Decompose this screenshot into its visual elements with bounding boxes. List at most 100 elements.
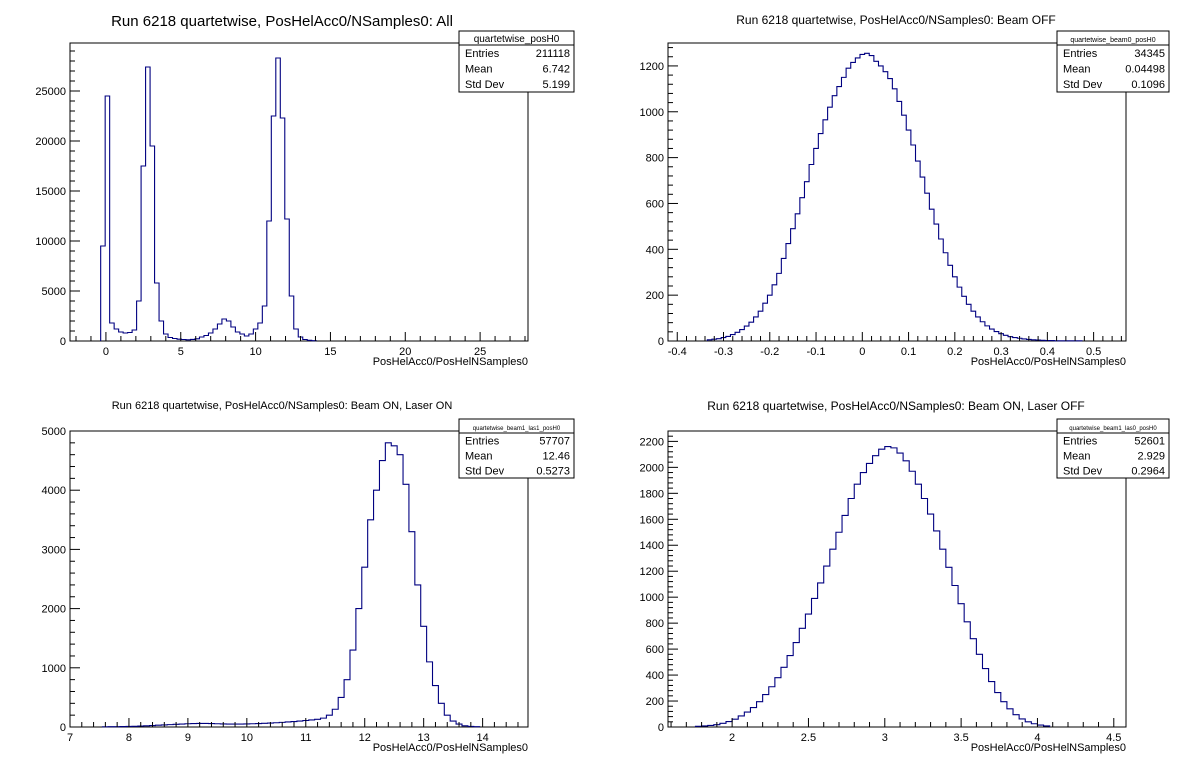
histogram-panel-4: Run 6218 quartetwise, PosHelAcc0/NSample… <box>640 399 1170 754</box>
stats-mean-label: Mean <box>1063 451 1091 463</box>
y-tick-label: 20000 <box>35 136 66 148</box>
y-tick-label: 800 <box>646 153 664 165</box>
plot-frame <box>69 430 529 728</box>
histogram-panel-2: Run 6218 quartetwise, PosHelAcc0/NSample… <box>640 13 1170 368</box>
histogram-series <box>100 57 317 342</box>
stats-entries-label: Entries <box>465 436 500 448</box>
y-tick-label: 4000 <box>42 485 66 497</box>
chart-title: Run 6218 quartetwise, PosHelAcc0/NSample… <box>736 13 1055 27</box>
x-axis-label: PosHelAcc0/PosHelNSamples0 <box>373 356 528 368</box>
x-tick-label: 8 <box>126 732 132 744</box>
x-tick-label: 20 <box>399 346 411 358</box>
x-tick-label: 4.5 <box>1106 732 1121 744</box>
stats-entries-value: 34345 <box>1134 48 1165 60</box>
x-tick-label: 4 <box>1034 732 1040 744</box>
stats-mean-value: 2.929 <box>1137 451 1165 463</box>
y-tick-label: 5000 <box>42 286 66 298</box>
y-tick-label: 1000 <box>640 107 664 119</box>
histogram-panel-1: Run 6218 quartetwise, PosHelAcc0/NSample… <box>35 13 575 368</box>
y-tick-label: 400 <box>646 244 664 256</box>
y-tick-label: 1000 <box>640 592 664 604</box>
plot-frame <box>69 42 529 342</box>
x-axis-label: PosHelAcc0/PosHelNSamples0 <box>971 356 1126 368</box>
y-tick-label: 25000 <box>35 86 66 98</box>
stats-std-dev-label: Std Dev <box>1063 466 1103 478</box>
x-tick-label: -0.4 <box>668 346 687 358</box>
x-tick-label: 2 <box>729 732 735 744</box>
x-axis-label: PosHelAcc0/PosHelNSamples0 <box>373 742 528 754</box>
x-tick-label: 13 <box>418 732 430 744</box>
stats-entries-label: Entries <box>1063 436 1098 448</box>
y-tick-label: 0 <box>60 722 66 734</box>
plot-frame <box>667 430 1127 728</box>
y-tick-label: 2000 <box>42 604 66 616</box>
x-tick-label: -0.3 <box>714 346 733 358</box>
stats-std-dev-value: 0.5273 <box>536 466 570 478</box>
x-tick-label: 12 <box>359 732 371 744</box>
stats-name: quartetwise_beam1_las0_posH0 <box>1069 426 1157 432</box>
x-tick-label: 0.3 <box>993 346 1008 358</box>
x-tick-label: 25 <box>474 346 486 358</box>
y-tick-label: 2200 <box>640 436 664 448</box>
y-tick-label: 1800 <box>640 488 664 500</box>
stats-mean-label: Mean <box>465 64 493 76</box>
stats-std-dev-label: Std Dev <box>1063 79 1103 91</box>
stats-box: quartetwise_beam1_las1_posH0 Entries 57707… <box>458 418 575 479</box>
stats-box: quartetwise_posH0 Entries 211118 Mean 6.742 S… <box>458 30 575 93</box>
y-tick-label: 0 <box>60 336 66 348</box>
stats-name: quartetwise_beam1_las1_posH0 <box>473 426 561 432</box>
stats-entries-label: Entries <box>1063 48 1098 60</box>
x-tick-label: 3 <box>882 732 888 744</box>
x-axis-label: PosHelAcc0/PosHelNSamples0 <box>971 742 1126 754</box>
x-tick-label: 0 <box>859 346 865 358</box>
y-tick-label: 5000 <box>42 426 66 438</box>
y-tick-label: 800 <box>646 618 664 630</box>
x-tick-label: 14 <box>476 732 488 744</box>
y-tick-label: 0 <box>658 722 664 734</box>
stats-std-dev-value: 0.1096 <box>1131 79 1165 91</box>
y-tick-label: 1600 <box>640 514 664 526</box>
stats-name: quartetwise_beam0_posH0 <box>1070 37 1155 44</box>
histogram-series <box>694 446 1051 727</box>
histogram-series <box>706 52 1083 342</box>
plot-frame <box>667 42 1127 342</box>
x-tick-label: 5 <box>178 346 184 358</box>
stats-mean-value: 0.04498 <box>1125 64 1165 76</box>
stats-name: quartetwise_posH0 <box>474 34 560 45</box>
y-tick-label: 600 <box>646 198 664 210</box>
y-tick-label: 600 <box>646 644 664 656</box>
x-tick-label: 10 <box>241 732 253 744</box>
y-tick-label: 1400 <box>640 540 664 552</box>
x-tick-label: 10 <box>249 346 261 358</box>
histogram-panel-3: Run 6218 quartetwise, PosHelAcc0/NSample… <box>42 400 575 754</box>
histogram-series <box>101 442 481 728</box>
x-tick-label: 0 <box>103 346 109 358</box>
x-tick-label: 3.5 <box>953 732 968 744</box>
stats-mean-value: 12.46 <box>542 451 570 463</box>
stats-mean-label: Mean <box>465 451 493 463</box>
y-tick-label: 1000 <box>42 663 66 675</box>
x-tick-label: 0.1 <box>901 346 916 358</box>
x-tick-label: 11 <box>300 732 311 744</box>
stats-entries-value: 211118 <box>536 48 570 60</box>
x-tick-label: 0.5 <box>1086 346 1101 358</box>
chart-title: Run 6218 quartetwise, PosHelAcc0/NSample… <box>112 400 453 412</box>
stats-std-dev-label: Std Dev <box>465 466 505 478</box>
y-tick-label: 3000 <box>42 544 66 556</box>
y-tick-label: 15000 <box>35 186 66 198</box>
chart-title: Run 6218 quartetwise, PosHelAcc0/NSample… <box>111 13 453 30</box>
stats-mean-value: 6.742 <box>542 64 570 76</box>
x-tick-label: 0.2 <box>947 346 962 358</box>
stats-std-dev-value: 0.2964 <box>1131 466 1165 478</box>
x-tick-label: -0.1 <box>807 346 826 358</box>
stats-box: quartetwise_beam1_las0_posH0 Entries 52601… <box>1056 418 1170 479</box>
y-tick-label: 1200 <box>640 61 664 73</box>
stats-entries-value: 57707 <box>539 436 570 448</box>
y-tick-label: 200 <box>646 696 664 708</box>
y-tick-label: 200 <box>646 290 664 302</box>
x-tick-label: 9 <box>185 732 191 744</box>
x-tick-label: -0.2 <box>760 346 779 358</box>
y-tick-label: 1200 <box>640 566 664 578</box>
x-tick-label: 0.4 <box>1040 346 1055 358</box>
